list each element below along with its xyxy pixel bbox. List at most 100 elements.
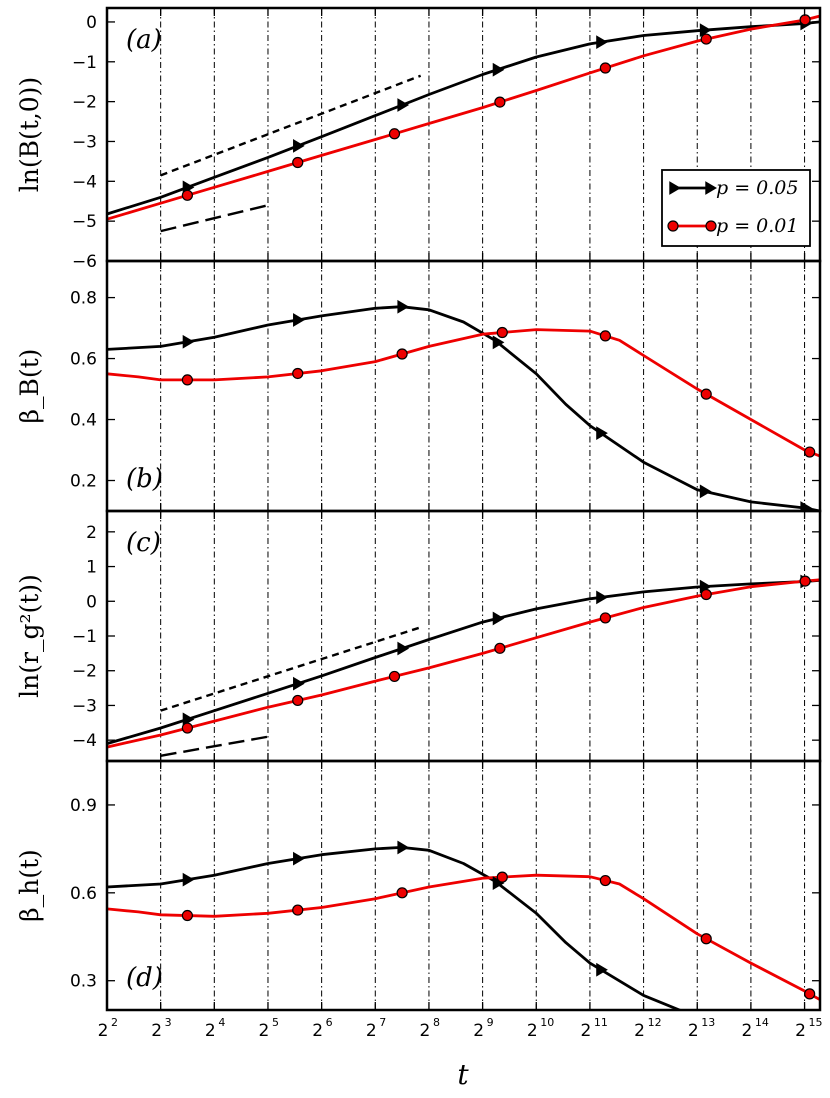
y-tick-label: −1 [72, 53, 97, 73]
triangle-marker [596, 426, 608, 440]
circle-marker [181, 722, 193, 734]
y-tick-label: 0.6 [70, 350, 97, 370]
circle-marker [599, 612, 611, 624]
y-tick-label: −2 [72, 93, 97, 113]
triangle-marker [397, 840, 410, 855]
x-tick-exponent: 7 [379, 1016, 386, 1029]
legend-box [661, 169, 811, 247]
circle-marker [388, 670, 401, 683]
circle-marker [799, 575, 811, 587]
circle-marker [496, 871, 508, 883]
triangle-marker [596, 590, 608, 605]
x-tick-label: 2 [312, 1021, 323, 1041]
x-tick-exponent: 3 [165, 1016, 172, 1029]
circle-marker [181, 189, 193, 201]
legend-triangle-marker [705, 181, 717, 195]
circle-marker [700, 33, 712, 45]
panel-label: (a) [126, 25, 162, 55]
x-axis-label: t [457, 1058, 469, 1091]
short-dash-guide-line [160, 626, 422, 712]
y-tick-label: −1 [72, 627, 97, 647]
y-tick-label: −3 [72, 696, 97, 716]
panel-d: 0.3 0.6 0.9 (d) β_h(t) [15, 759, 822, 1012]
x-tick-exponent: 15 [809, 1016, 823, 1029]
x-tick-exponent: 4 [218, 1016, 225, 1029]
legend-circle-marker [667, 220, 679, 232]
y-tick-label: 0 [86, 13, 97, 33]
triangle-marker [397, 641, 410, 656]
circle-marker [496, 326, 508, 339]
circle-marker [599, 330, 611, 342]
x-tick-exponent: 13 [701, 1016, 715, 1029]
x-tick-exponent: 2 [111, 1016, 118, 1029]
y-tick-label: 0.9 [70, 796, 97, 816]
triangle-marker [596, 35, 608, 50]
red-series-line [107, 328, 820, 458]
triangle-marker [397, 299, 410, 314]
y-tick-label: 2 [86, 523, 97, 543]
x-tick-exponent: 9 [487, 1016, 494, 1029]
long-dash-guide-line [160, 204, 269, 233]
legend: p = 0.05 p = 0.01 [661, 169, 811, 247]
panel-c: 2 1 0 −1 −2 −3 −4 (c) ln(r_g²(t)) [15, 509, 822, 763]
circle-marker [494, 642, 506, 654]
triangle-marker [182, 712, 195, 727]
triangle-marker [800, 501, 813, 511]
x-tick-exponent: 6 [326, 1016, 333, 1029]
panel-a: 0 −1 −2 −3 −4 −5 −6 (a) ln(B(t,0)) [15, 6, 822, 272]
triangle-marker [293, 139, 305, 153]
x-tick-label: 2 [527, 1021, 538, 1041]
x-tick-label: 2 [581, 1021, 592, 1041]
legend-triangle-marker [669, 181, 681, 195]
triangle-marker [596, 962, 608, 977]
triangle-marker [492, 62, 505, 77]
circle-marker [494, 96, 506, 108]
x-tick-label: 2 [366, 1021, 377, 1041]
y-axis-label: ln(B(t,0)) [15, 77, 44, 192]
triangle-marker [492, 611, 505, 626]
black-series-line [107, 846, 684, 1010]
legend-circle-marker [705, 220, 717, 232]
x-tick-label: 2 [98, 1021, 109, 1041]
circle-marker [700, 933, 712, 945]
circle-marker [700, 388, 712, 400]
y-tick-label: 0 [86, 592, 97, 612]
circle-marker [292, 367, 304, 380]
circle-marker [388, 128, 401, 140]
panel-label: (b) [126, 464, 163, 494]
circle-marker [804, 446, 816, 458]
x-tick-label: 2 [420, 1021, 431, 1041]
black-series-line [107, 579, 820, 745]
y-tick-label: 0.6 [70, 884, 97, 904]
panel-label: (c) [126, 528, 161, 558]
x-tick-exponent: 14 [755, 1016, 769, 1029]
x-tick-exponent: 5 [272, 1016, 279, 1029]
y-axis-label: ln(r_g²(t)) [15, 574, 44, 698]
triangle-marker [699, 484, 712, 499]
circle-marker [181, 374, 193, 386]
y-tick-label: 1 [86, 558, 97, 578]
long-dash-guide-line [160, 735, 269, 757]
y-tick-label: −3 [72, 132, 97, 152]
circle-marker [292, 694, 304, 707]
x-tick-label: 2 [795, 1021, 806, 1041]
y-tick-label: −4 [72, 172, 97, 192]
x-tick-exponent: 11 [594, 1016, 608, 1029]
circle-marker [292, 156, 304, 169]
x-tick-exponent: 10 [540, 1016, 554, 1029]
triangle-marker [182, 872, 195, 887]
triangle-marker [293, 676, 305, 691]
x-tick-label: 2 [688, 1021, 699, 1041]
x-tick-exponent: 8 [433, 1016, 440, 1029]
x-tick-label: 2 [205, 1021, 216, 1041]
short-dash-guide-line [160, 74, 422, 177]
circle-marker [700, 588, 712, 601]
x-tick-exponent: 12 [648, 1016, 662, 1029]
x-tick-label: 2 [634, 1021, 645, 1041]
y-tick-label: −6 [72, 252, 97, 272]
y-axis-label: β_B(t) [15, 349, 44, 424]
triangle-marker [699, 23, 712, 38]
triangle-marker [293, 851, 305, 866]
legend-label: p = 0.05 [716, 177, 798, 199]
